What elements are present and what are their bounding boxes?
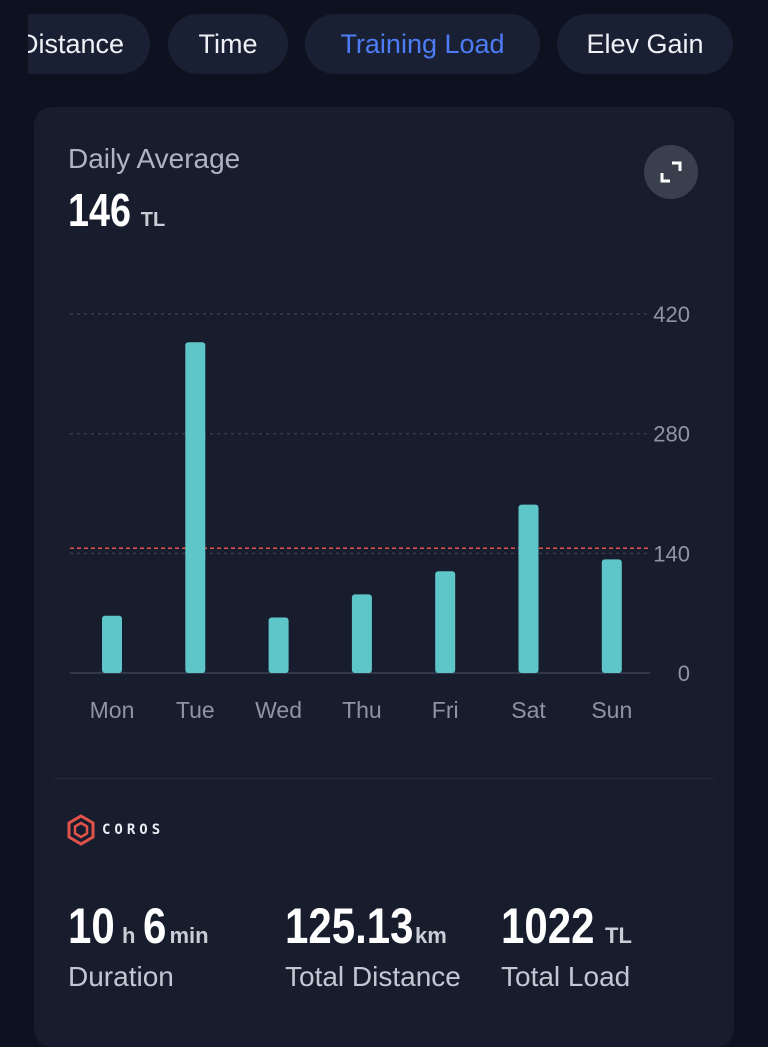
- daily-average-value: 146 TL: [68, 183, 165, 237]
- x-tick-label-sat: Sat: [511, 697, 546, 723]
- x-tick-label-tue: Tue: [176, 697, 215, 723]
- bar-tue: [185, 342, 206, 673]
- daily-average-number: 146: [68, 184, 131, 236]
- tabs-fade: [0, 14, 28, 74]
- daily-average-unit: TL: [140, 209, 166, 231]
- tab-time[interactable]: Time: [168, 14, 288, 74]
- y-tick-label-280: 280: [653, 422, 690, 447]
- coros-wordmark: COROS: [102, 822, 165, 838]
- x-tick-label-wed: Wed: [255, 697, 302, 723]
- coros-logo: COROS: [66, 814, 164, 846]
- x-tick-label-mon: Mon: [90, 697, 135, 723]
- tab-training-load[interactable]: Training Load: [305, 14, 540, 74]
- bar-wed: [268, 617, 289, 673]
- x-tick-label-sun: Sun: [591, 697, 632, 723]
- duration-label: Duration: [68, 961, 174, 992]
- tab-training-load-label: Training Load: [340, 28, 505, 59]
- duration-minutes: 6: [143, 898, 167, 954]
- daily-average-title: Daily Average: [68, 143, 241, 174]
- bar-sun: [601, 559, 622, 673]
- total-distance-unit: km: [415, 923, 447, 948]
- total-load-value: 1022 TL: [501, 897, 632, 955]
- expand-icon: [660, 161, 682, 183]
- total-load-stat: 1022 TL Total Load: [501, 897, 632, 993]
- total-distance-number: 125.13: [285, 898, 414, 954]
- bar-mon: [102, 615, 122, 673]
- total-load-label: Total Load: [501, 961, 631, 992]
- tab-time-label: Time: [198, 28, 258, 59]
- tab-elev-gain-label: Elev Gain: [586, 28, 704, 59]
- training-load-card: Daily Average 146 TL 420 280 140 0 Mon Tue Wed…: [34, 107, 734, 1047]
- expand-button[interactable]: [644, 145, 698, 199]
- bar-fri: [435, 571, 456, 673]
- duration-hours: 10: [68, 898, 115, 954]
- section-divider: [54, 778, 714, 779]
- coros-hexagon-icon: [67, 814, 95, 846]
- total-distance-stat: 125.13 km Total Distance: [285, 897, 461, 993]
- total-distance-label: Total Distance: [285, 961, 461, 992]
- y-tick-label-140: 140: [653, 541, 690, 566]
- duration-hours-unit: h: [122, 923, 136, 948]
- training-load-bar-chart: 420 280 140 0 Mon Tue Wed Thu Fri Sat Sun: [70, 302, 690, 723]
- x-tick-label-thu: Thu: [342, 697, 382, 723]
- y-tick-label-420: 420: [653, 302, 690, 327]
- bar-sat: [518, 504, 539, 673]
- duration-minutes-unit: min: [169, 923, 209, 948]
- duration-value: 10 h 6 min: [68, 897, 209, 955]
- total-load-number: 1022: [501, 898, 595, 954]
- total-distance-value: 125.13 km: [285, 897, 461, 955]
- tab-distance-label: Distance: [18, 28, 124, 59]
- tab-elev-gain[interactable]: Elev Gain: [557, 14, 733, 74]
- metric-tabs: Distance Time Training Load Elev Gain: [0, 14, 768, 74]
- bar-thu: [351, 594, 372, 673]
- x-tick-label-fri: Fri: [432, 697, 459, 723]
- duration-stat: 10 h 6 min Duration: [68, 897, 209, 993]
- y-tick-label-0: 0: [678, 661, 690, 686]
- total-load-unit: TL: [605, 923, 632, 948]
